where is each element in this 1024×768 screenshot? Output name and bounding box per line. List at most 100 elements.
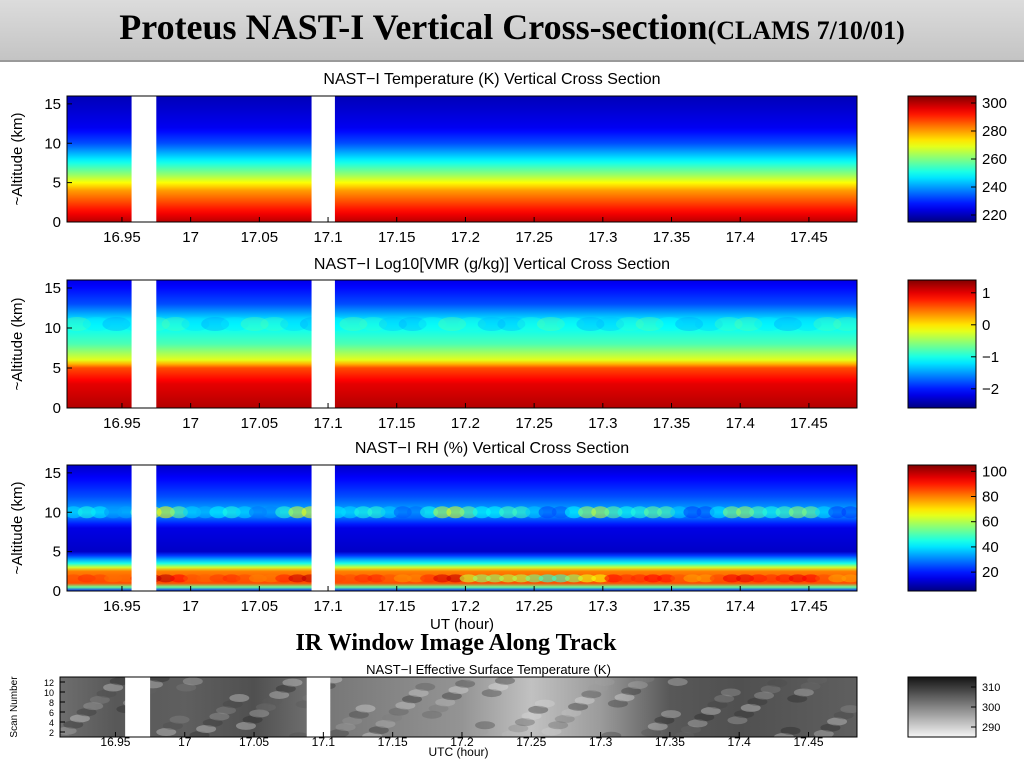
texture-patch [209, 712, 230, 721]
rh-cloud-patch [801, 506, 820, 519]
x-tick-label: 17.15 [378, 598, 416, 615]
texture-patch [428, 704, 449, 713]
vmr-patch [615, 317, 644, 331]
rh-low-patch [67, 574, 83, 583]
rh-cloud-patch [643, 506, 662, 519]
rh-low-patch [591, 574, 610, 583]
texture-patch [568, 702, 589, 711]
rh-low-patch [367, 574, 386, 583]
texture-patch [734, 710, 755, 719]
texture-patch [475, 721, 496, 730]
texture-patch [468, 727, 489, 736]
vmr-patch [201, 317, 230, 331]
rh-cloud-patch [512, 506, 531, 519]
rh-cloud-patch [749, 506, 768, 519]
vmr-patch [280, 317, 309, 331]
colorbar-tick-label: 290 [982, 722, 1000, 734]
texture-patch [833, 711, 854, 720]
texture-patch [60, 733, 70, 737]
x-tick-label: 17.4 [726, 229, 755, 246]
x-tick-label: 17.45 [790, 415, 828, 432]
chart-title: NAST−I Effective Surface Temperature (K) [366, 662, 611, 677]
x-tick-label: 17.1 [312, 735, 336, 749]
colorbar-tick-label: 60 [982, 514, 999, 531]
vmr-patch [240, 317, 269, 331]
x-tick-label: 17.05 [241, 415, 279, 432]
x-tick-label: 17.2 [451, 229, 480, 246]
texture-patch [202, 718, 223, 727]
texture-patch [621, 687, 642, 696]
x-tick-label: 17.2 [450, 735, 474, 749]
heatmap-field [60, 677, 857, 737]
texture-patch [216, 706, 237, 715]
heatmap-background [67, 96, 857, 222]
vmr-patch [67, 317, 91, 331]
heatmap-background [60, 677, 857, 737]
rh-low-patch [406, 574, 425, 583]
rh-cloud-patch [183, 506, 202, 519]
chart-4: NAST−I Effective Surface Temperature (K)… [9, 662, 1000, 759]
y-axis-label: ~Altitude (km) [9, 113, 26, 206]
texture-patch [63, 720, 84, 729]
x-tick-label: 17.45 [790, 598, 828, 615]
chart-title: NAST−I Log10[VMR (g/kg)] Vertical Cross … [314, 256, 670, 273]
texture-patch [89, 695, 110, 704]
vmr-patch [754, 317, 783, 331]
texture-patch [827, 717, 848, 726]
texture-patch [773, 733, 794, 737]
texture-patch [594, 677, 615, 686]
rh-low-patch [736, 574, 755, 583]
rh-low-patch [670, 574, 689, 583]
data-gap [125, 676, 151, 738]
texture-patch [627, 681, 648, 690]
data-gap [311, 95, 335, 223]
rh-low-patch [156, 574, 175, 583]
texture-patch [328, 729, 349, 737]
vmr-patch [161, 317, 190, 331]
texture-patch [581, 690, 602, 699]
vmr-patch [596, 317, 625, 331]
plot-frame [66, 279, 858, 409]
texture-patch [534, 699, 555, 708]
vmr-patch [260, 317, 289, 331]
rh-low-patch [117, 574, 136, 583]
rh-low-patch [630, 574, 649, 583]
rh-cloud-patch [670, 506, 689, 519]
colorbar-tick-label: 300 [982, 702, 1000, 714]
rh-cloud-patch [485, 506, 504, 519]
rh-low-patch [775, 574, 794, 583]
x-tick-label: 17.25 [515, 598, 553, 615]
plot-frame [66, 464, 858, 592]
rh-cloud-patch [499, 506, 518, 519]
rh-cloud-patch [90, 506, 109, 519]
texture-patch [441, 692, 462, 701]
texture-patch [242, 715, 263, 724]
data-gap [131, 464, 157, 592]
texture-patch [528, 705, 549, 714]
rh-low-patch [788, 574, 807, 583]
y-tick-label: 15 [44, 465, 61, 482]
texture-patch [229, 694, 250, 703]
colorbar-tick-label: 300 [982, 95, 1007, 112]
vmr-patch [734, 317, 763, 331]
texture-patch [634, 677, 655, 683]
rh-low-patch [393, 574, 412, 583]
y-tick-label: 12 [44, 678, 54, 688]
texture-patch [342, 716, 363, 725]
rh-low-patch [657, 574, 676, 583]
texture-patch [455, 679, 476, 688]
rh-low-patch [801, 574, 820, 583]
heatmap-background [67, 280, 857, 408]
rh-cloud-patch [222, 506, 241, 519]
data-gap [311, 464, 335, 592]
texture-patch [149, 677, 170, 683]
texture-patch [508, 724, 529, 733]
vmr-patch [714, 317, 743, 331]
x-tick-label: 17 [182, 598, 199, 615]
texture-patch [275, 684, 296, 693]
x-tick-label: 17.35 [655, 735, 685, 749]
rh-low-patch [841, 574, 857, 583]
rh-cloud-patch [156, 506, 175, 519]
vmr-patch [517, 317, 546, 331]
rh-cloud-patch [209, 506, 228, 519]
